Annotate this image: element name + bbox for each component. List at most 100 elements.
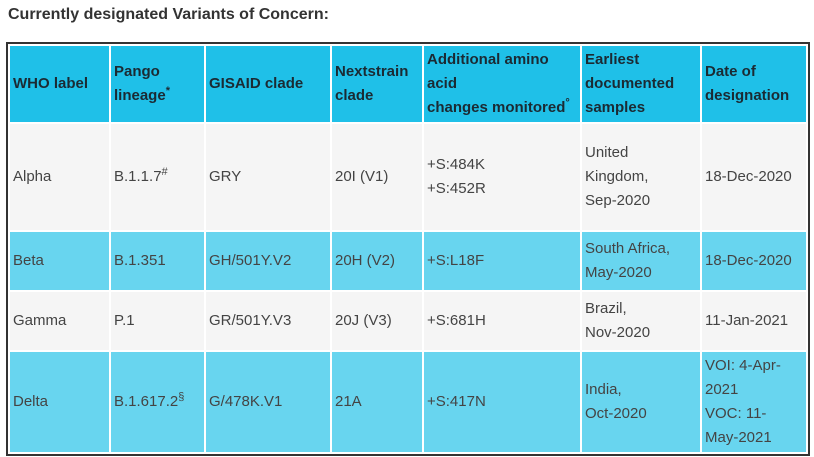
cell-line: clade	[335, 87, 374, 104]
cell-line: Nov-2020	[585, 324, 651, 341]
table-cell: +S:L18F	[422, 230, 582, 292]
cell-line: GRY	[209, 168, 242, 185]
table-cell: B.1.351	[109, 230, 206, 292]
footnote-mark: #	[161, 166, 168, 178]
footnote-mark: *	[165, 85, 170, 97]
table-cell: Brazil, Nov-2020	[580, 290, 702, 352]
table-cell: Gamma	[8, 290, 111, 352]
cell-line: Beta	[13, 252, 44, 269]
table-cell: 18-Dec-2020	[700, 122, 808, 232]
cell-line: VOI: 4-Apr-	[705, 357, 781, 374]
table-cell: GR/501Y.V3	[204, 290, 332, 352]
cell-line: GISAID clade	[209, 75, 304, 92]
cell-line: +S:484K	[427, 156, 485, 173]
header-cell: WHO label	[8, 44, 111, 124]
cell-line: acid	[427, 75, 458, 92]
footnote-mark: °	[565, 97, 570, 109]
cell-line: changes monitored°	[427, 96, 579, 120]
cell-line: 20J (V3)	[335, 312, 392, 329]
cell-line: 21A	[335, 393, 362, 410]
header-cell: Pango lineage*	[109, 44, 206, 124]
page-title: Currently designated Variants of Concern…	[8, 6, 329, 23]
cell-line: VOC: 11-	[705, 405, 767, 422]
table-cell: VOI: 4-Apr- 2021 VOC: 11- May-2021	[700, 350, 808, 454]
cell-text: lineage	[114, 87, 166, 104]
table-cell: 20J (V3)	[330, 290, 424, 352]
cell-line: B.1.1.7#	[114, 165, 203, 189]
cell-line: May-2021	[705, 429, 772, 446]
cell-line: Pango	[114, 63, 160, 80]
cell-line: Date of	[705, 63, 756, 80]
header-cell: Earliest documented samples	[580, 44, 702, 124]
cell-line: WHO label	[13, 75, 89, 92]
footnote-mark: §	[178, 391, 185, 403]
header-cell: GISAID clade	[204, 44, 332, 124]
cell-line: Earliest	[585, 51, 640, 68]
cell-line: lineage*	[114, 84, 203, 108]
cell-line: 11-Jan-2021	[705, 312, 789, 329]
table-row: Gamma P.1 GR/501Y.V3 20J (V3) +S:681H Brazil,…	[8, 290, 808, 352]
cell-line: Gamma	[13, 312, 67, 329]
table-cell: GRY	[204, 122, 332, 232]
cell-line: +S:417N	[427, 393, 486, 410]
cell-line: B.1.351	[114, 252, 166, 269]
cell-line: Delta	[13, 393, 49, 410]
cell-line: Oct-2020	[585, 405, 647, 422]
cell-line: GR/501Y.V3	[209, 312, 292, 329]
cell-line: Kingdom,	[585, 168, 649, 185]
cell-line: samples	[585, 99, 646, 116]
table-cell: Beta	[8, 230, 111, 292]
table-cell: G/478K.V1	[204, 350, 332, 454]
table-cell: Delta	[8, 350, 111, 454]
cell-line: India,	[585, 381, 622, 398]
table-cell: India, Oct-2020	[580, 350, 702, 454]
table-row: Beta B.1.351 GH/501Y.V2 20H (V2) +S:L18F Sout…	[8, 230, 808, 292]
cell-line: P.1	[114, 312, 135, 329]
cell-line: +S:L18F	[427, 252, 485, 269]
table-cell: United Kingdom, Sep-2020	[580, 122, 702, 232]
cell-line: 18-Dec-2020	[705, 168, 792, 185]
cell-line: Alpha	[13, 168, 52, 185]
cell-line: South Africa,	[585, 240, 671, 257]
table-cell: +S:484K +S:452R	[422, 122, 582, 232]
table-cell: Alpha	[8, 122, 111, 232]
table-cell: GH/501Y.V2	[204, 230, 332, 292]
table-cell: B.1.1.7#	[109, 122, 206, 232]
table-cell: 11-Jan-2021	[700, 290, 808, 352]
table-row: Delta B.1.617.2§ G/478K.V1 21A +S:417N India,…	[8, 350, 808, 454]
table-cell: 21A	[330, 350, 424, 454]
table-cell: P.1	[109, 290, 206, 352]
cell-line: United	[585, 144, 629, 161]
header-cell: Nextstrain clade	[330, 44, 424, 124]
header-cell: Date of designation	[700, 44, 808, 124]
table-cell: 18-Dec-2020	[700, 230, 808, 292]
cell-line: Nextstrain	[335, 63, 409, 80]
cell-line: documented	[585, 75, 675, 92]
cell-text: B.1.617.2	[114, 393, 179, 410]
cell-line: Additional amino	[427, 51, 549, 68]
cell-line: +S:452R	[427, 180, 486, 197]
table-cell: B.1.617.2§	[109, 350, 206, 454]
cell-line: +S:681H	[427, 312, 486, 329]
cell-line: 20H (V2)	[335, 252, 396, 269]
cell-text: B.1.1.7	[114, 168, 162, 185]
cell-line: 20I (V1)	[335, 168, 389, 185]
cell-line: GH/501Y.V2	[209, 252, 292, 269]
table-cell: +S:681H	[422, 290, 582, 352]
cell-line: 18-Dec-2020	[705, 252, 792, 269]
cell-line: G/478K.V1	[209, 393, 283, 410]
cell-line: B.1.617.2§	[114, 390, 203, 414]
cell-line: May-2020	[585, 264, 652, 281]
table-cell: +S:417N	[422, 350, 582, 454]
variants-table: WHO label Pango lineage* GISAID clade Nextst…	[6, 42, 810, 456]
table-cell: South Africa, May-2020	[580, 230, 702, 292]
header-row: WHO label Pango lineage* GISAID clade Nextst…	[8, 44, 808, 124]
cell-line: Sep-2020	[585, 192, 651, 209]
cell-text: changes monitored	[427, 99, 566, 116]
table-cell: 20I (V1)	[330, 122, 424, 232]
header-cell: Additional amino acid changes monitored°	[422, 44, 582, 124]
table-cell: 20H (V2)	[330, 230, 424, 292]
cell-line: 2021	[705, 381, 739, 398]
cell-line: designation	[705, 87, 790, 104]
